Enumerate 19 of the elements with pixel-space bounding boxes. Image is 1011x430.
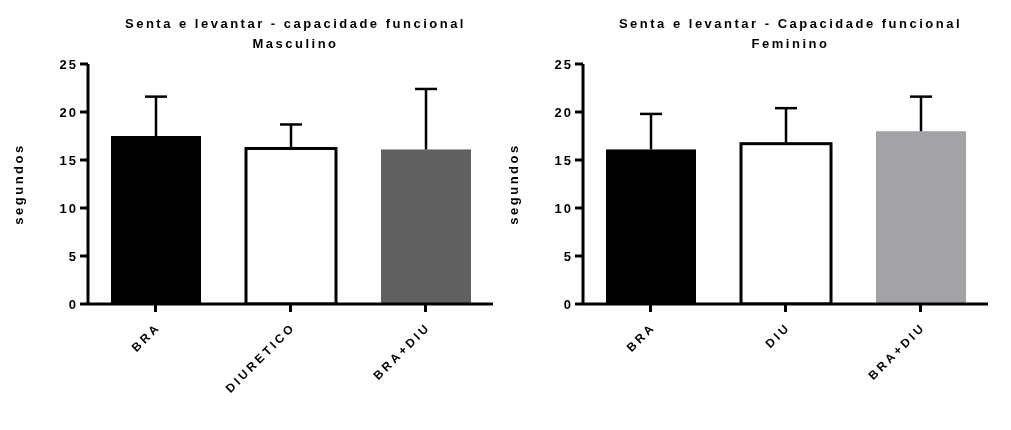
y-axis-title: segundos [505,143,521,225]
y-tick-label: 15 [554,152,573,168]
chart-title: Senta e levantar - Capacidade funcional [617,15,964,33]
y-tick-label: 10 [59,200,78,216]
y-tick-label: 0 [563,296,573,312]
chart-title: Senta e levantar - capacidade funcional [124,15,467,33]
y-tick-label: 25 [59,56,78,72]
y-tick-label: 5 [68,248,78,264]
y-tick-label: 10 [554,200,573,216]
y-axis-title: segundos [10,143,26,225]
bar [876,131,966,304]
y-tick-label: 20 [554,104,573,120]
y-tick-label: 25 [554,56,573,72]
y-tick-label: 20 [59,104,78,120]
y-tick-label: 0 [68,296,78,312]
chart-subtitle: Feminino [750,35,831,53]
chart-subtitle: Masculino [251,35,340,53]
y-tick-label: 5 [563,248,573,264]
y-tick-label: 15 [59,152,78,168]
